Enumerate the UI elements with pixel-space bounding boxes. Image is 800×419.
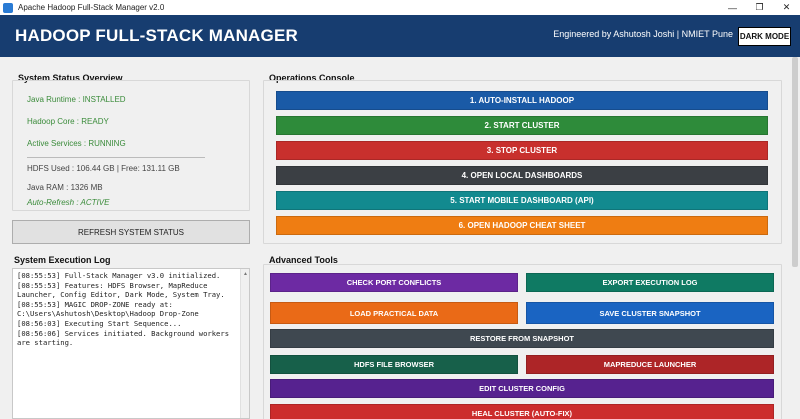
dark-mode-button[interactable]: DARK MODE bbox=[738, 27, 791, 46]
scrollbar-thumb[interactable] bbox=[792, 57, 798, 267]
app-title: HADOOP FULL-STACK MANAGER bbox=[15, 26, 298, 45]
log-title: System Execution Log bbox=[14, 255, 111, 265]
open-dashboards-button[interactable]: 4. OPEN LOCAL DASHBOARDS bbox=[276, 166, 768, 185]
log-text: [08:55:53] Full-Stack Manager v3.0 initi… bbox=[17, 271, 230, 348]
execution-log[interactable]: [08:55:53] Full-Stack Manager v3.0 initi… bbox=[12, 268, 250, 419]
status-panel: Java Runtime : INSTALLED Hadoop Core : R… bbox=[12, 80, 250, 211]
window-controls: — ❐ ✕ bbox=[719, 0, 800, 15]
app-header: HADOOP FULL-STACK MANAGER Engineered by … bbox=[0, 15, 800, 57]
java-ram: Java RAM : 1326 MB bbox=[27, 183, 103, 192]
hdfs-browser-button[interactable]: HDFS FILE BROWSER bbox=[270, 355, 518, 374]
load-practical-button[interactable]: LOAD PRACTICAL DATA bbox=[270, 302, 518, 324]
status-divider bbox=[27, 157, 205, 158]
refresh-status-button[interactable]: REFRESH SYSTEM STATUS bbox=[12, 220, 250, 244]
app-icon bbox=[3, 2, 13, 13]
auto-install-button[interactable]: 1. AUTO-INSTALL HADOOP bbox=[276, 91, 768, 110]
save-snapshot-button[interactable]: SAVE CLUSTER SNAPSHOT bbox=[526, 302, 774, 324]
window-title: Apache Hadoop Full-Stack Manager v2.0 bbox=[18, 3, 165, 12]
hadoop-core-status: Hadoop Core : READY bbox=[27, 117, 109, 126]
check-ports-button[interactable]: CHECK PORT CONFLICTS bbox=[270, 273, 518, 292]
title-bar: Apache Hadoop Full-Stack Manager v2.0 — … bbox=[0, 0, 800, 15]
operations-panel: 1. AUTO-INSTALL HADOOP 2. START CLUSTER … bbox=[263, 80, 782, 244]
active-services-status: Active Services : RUNNING bbox=[27, 139, 126, 148]
cheat-sheet-button[interactable]: 6. OPEN HADOOP CHEAT SHEET bbox=[276, 216, 768, 235]
start-cluster-button[interactable]: 2. START CLUSTER bbox=[276, 116, 768, 135]
tools-panel: CHECK PORT CONFLICTS EXPORT EXECUTION LO… bbox=[263, 264, 782, 419]
edit-config-button[interactable]: EDIT CLUSTER CONFIG bbox=[270, 379, 774, 398]
status-panel-title: System Status Overview bbox=[18, 73, 123, 83]
restore-snapshot-button[interactable]: RESTORE FROM SNAPSHOT bbox=[270, 329, 774, 348]
window-scrollbar[interactable] bbox=[790, 57, 800, 419]
scroll-up-icon[interactable]: ▲ bbox=[243, 270, 248, 277]
export-log-button[interactable]: EXPORT EXECUTION LOG bbox=[526, 273, 774, 292]
operations-title: Operations Console bbox=[269, 73, 355, 83]
auto-refresh-status: Auto-Refresh : ACTIVE bbox=[27, 198, 110, 207]
stop-cluster-button[interactable]: 3. STOP CLUSTER bbox=[276, 141, 768, 160]
mapreduce-launcher-button[interactable]: MAPREDUCE LAUNCHER bbox=[526, 355, 774, 374]
hdfs-usage: HDFS Used : 106.44 GB | Free: 131.11 GB bbox=[27, 164, 180, 173]
log-scrollbar[interactable]: ▲ bbox=[240, 269, 249, 418]
maximize-button[interactable]: ❐ bbox=[755, 2, 764, 12]
minimize-button[interactable]: — bbox=[728, 2, 737, 13]
heal-cluster-button[interactable]: HEAL CLUSTER (AUTO-FIX) bbox=[270, 404, 774, 419]
tools-title: Advanced Tools bbox=[269, 255, 338, 265]
java-runtime-status: Java Runtime : INSTALLED bbox=[27, 95, 126, 104]
credit-text: Engineered by Ashutosh Joshi | NMIET Pun… bbox=[553, 29, 733, 39]
close-button[interactable]: ✕ bbox=[782, 2, 791, 12]
mobile-dashboard-button[interactable]: 5. START MOBILE DASHBOARD (API) bbox=[276, 191, 768, 210]
